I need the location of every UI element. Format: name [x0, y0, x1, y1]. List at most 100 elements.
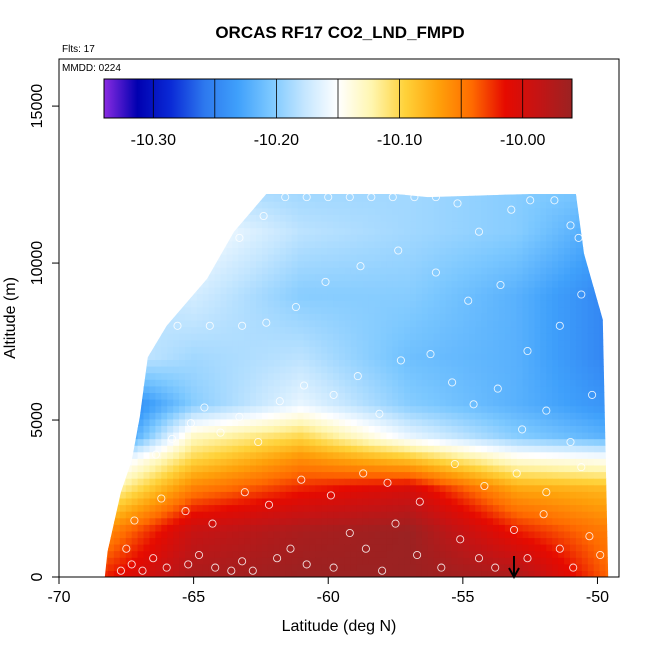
heatmap-cell [315, 260, 322, 268]
heatmap-cell [155, 557, 162, 565]
heatmap-cell [362, 273, 370, 281]
heatmap-cell [267, 306, 275, 314]
heatmap-cell [356, 280, 364, 288]
heatmap-cell [581, 293, 589, 301]
heatmap-cell [267, 313, 275, 321]
heatmap-cell [173, 194, 180, 196]
heatmap-cell [114, 181, 121, 188]
heatmap-cell [279, 464, 287, 473]
heatmap-cell [309, 372, 316, 380]
heatmap-cell [368, 352, 376, 360]
heatmap-cell [196, 432, 204, 440]
heatmap-cell [463, 425, 470, 433]
heatmap-cell [262, 346, 269, 354]
heatmap-cell [356, 326, 364, 334]
heatmap-cell [416, 280, 423, 288]
heatmap-cell [552, 491, 559, 499]
heatmap-cell [119, 201, 127, 209]
heatmap-cell [238, 247, 245, 255]
heatmap-cell [498, 517, 506, 525]
heatmap-cell [196, 207, 204, 215]
heatmap-cell [558, 438, 565, 446]
heatmap-cell [522, 544, 530, 552]
heatmap-cell [416, 425, 423, 433]
heatmap-cell [119, 471, 127, 479]
heatmap-cell [155, 464, 162, 473]
heatmap-cell [516, 221, 524, 229]
heatmap-cell [179, 221, 186, 229]
heatmap-cell [244, 537, 251, 545]
heatmap-cell [250, 300, 257, 308]
heatmap-cell [410, 537, 417, 545]
heatmap-cell [232, 221, 239, 229]
heatmap-cell [386, 504, 393, 512]
heatmap-cell [433, 418, 441, 426]
heatmap-cell [161, 333, 168, 341]
heatmap-cell [167, 326, 174, 334]
heatmap-cell [285, 464, 293, 473]
heatmap-cell [220, 201, 227, 209]
heatmap-cell [493, 557, 500, 565]
heatmap-cell [279, 300, 287, 308]
heatmap-cell [362, 240, 370, 248]
heatmap-cell [125, 346, 133, 354]
heatmap-cell [238, 530, 245, 539]
heatmap-cell [339, 484, 346, 492]
heatmap-cell [143, 372, 150, 380]
heatmap-cell [291, 471, 299, 479]
heatmap-cell [137, 491, 145, 499]
heatmap-cell [185, 392, 192, 400]
heatmap-cell [131, 313, 139, 321]
heatmap-cell [469, 240, 476, 248]
heatmap-cell [581, 254, 589, 262]
heatmap-cell [149, 372, 156, 380]
heatmap-cell [457, 425, 464, 433]
heatmap-cell [232, 313, 239, 321]
heatmap-cell [498, 227, 506, 235]
heatmap-cell [410, 524, 417, 532]
heatmap-cell [380, 511, 387, 519]
heatmap-cell [113, 563, 121, 571]
heatmap-cell [374, 491, 381, 499]
heatmap-cell [380, 497, 387, 506]
heatmap-cell [208, 293, 216, 301]
heatmap-cell [427, 497, 435, 506]
heatmap-cell [552, 432, 559, 440]
heatmap-cell [119, 530, 127, 539]
heatmap-cell [297, 405, 304, 413]
heatmap-cell [339, 313, 346, 321]
heatmap-cell [285, 300, 293, 308]
heatmap-cell [267, 247, 275, 255]
heatmap-cell [398, 517, 405, 525]
heatmap-cell [214, 497, 222, 506]
heatmap-cell [104, 484, 109, 492]
heatmap-cell [416, 333, 423, 341]
heatmap-cell [149, 260, 156, 268]
heatmap-cell [321, 570, 328, 577]
heatmap-cell [250, 286, 257, 295]
heatmap-cell [125, 207, 133, 215]
heatmap-cell [291, 544, 299, 552]
heatmap-cell [273, 451, 281, 459]
heatmap-cell [421, 286, 429, 295]
heatmap-cell [244, 227, 251, 235]
heatmap-cell [226, 240, 233, 248]
heatmap-cell [487, 280, 494, 288]
heatmap-cell [273, 497, 281, 506]
heatmap-cell [161, 445, 168, 453]
heatmap-cell [232, 319, 239, 328]
heatmap-cell [167, 181, 174, 188]
heatmap-cell [493, 372, 500, 380]
heatmap-cell [421, 247, 429, 255]
heatmap-cell [333, 405, 340, 413]
heatmap-cell [362, 313, 370, 321]
heatmap-cell [267, 550, 275, 558]
heatmap-cell [344, 464, 352, 473]
heatmap-cell [208, 478, 216, 486]
heatmap-cell [250, 339, 257, 347]
heatmap-cell [344, 300, 352, 308]
heatmap-cell [528, 333, 535, 341]
heatmap-cell [339, 306, 346, 314]
heatmap-cell [374, 418, 381, 426]
heatmap-cell [273, 372, 281, 380]
